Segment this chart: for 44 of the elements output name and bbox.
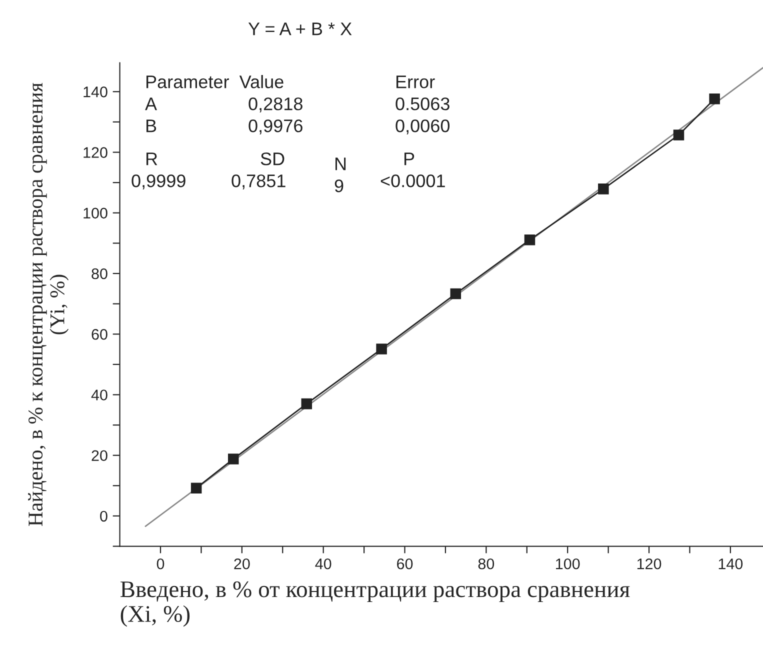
point xyxy=(673,130,684,140)
y-tick-label: 60 xyxy=(92,328,108,340)
x-tick-label: 140 xyxy=(718,558,743,570)
y-tick-label: 20 xyxy=(92,450,108,462)
point xyxy=(598,184,609,194)
y-tick-label: 100 xyxy=(84,208,108,219)
text: Y = A + B * X xyxy=(248,22,352,36)
y-tick-label: 0 xyxy=(100,510,108,522)
annotation: Error xyxy=(396,76,435,88)
x-tick-label: 40 xyxy=(315,558,332,570)
x-tick-label: 0 xyxy=(156,558,164,570)
annotation: N xyxy=(335,158,346,170)
point xyxy=(524,234,536,246)
annotation: P xyxy=(404,152,414,166)
annotation: 0,0060 xyxy=(396,119,450,134)
point xyxy=(376,344,387,354)
x-tick-label: 100 xyxy=(556,558,580,570)
y-tick-label: 140 xyxy=(84,86,108,98)
annotation: <0.0001 xyxy=(380,174,445,188)
x-tick-label: 80 xyxy=(478,558,494,570)
point xyxy=(709,94,720,104)
y-tick-label: 120 xyxy=(84,147,108,158)
annotation: 0,9999 xyxy=(132,174,186,190)
annotation: SD xyxy=(260,152,284,166)
y-tick-label: 40 xyxy=(91,390,108,400)
annotation: 9 xyxy=(334,179,344,192)
annotation: 0,2818 xyxy=(248,97,302,112)
point xyxy=(228,454,239,464)
annotation: A xyxy=(145,98,158,110)
annotation: Parameter Value xyxy=(146,75,284,88)
y-axis-title: Найдено, в % к концентрации раствора сравнения (Yi, %) xyxy=(28,82,69,526)
annotation: 0.5063 xyxy=(396,97,450,110)
annotation: 0,9976 xyxy=(248,119,302,134)
x-tick-label: 120 xyxy=(637,558,662,570)
point xyxy=(450,288,462,300)
point xyxy=(190,482,202,494)
y-tick-label: 80 xyxy=(92,268,108,280)
annotation: 0,7851 xyxy=(232,174,286,190)
annotation: R xyxy=(146,152,158,166)
x-axis-title: Введено, в % от концентрации раствора сравнения (Xi, %) xyxy=(120,581,630,627)
point xyxy=(301,398,312,410)
annotation: B xyxy=(146,120,156,132)
x-tick-label: 20 xyxy=(234,558,250,570)
x-tick-label: 60 xyxy=(397,558,413,570)
